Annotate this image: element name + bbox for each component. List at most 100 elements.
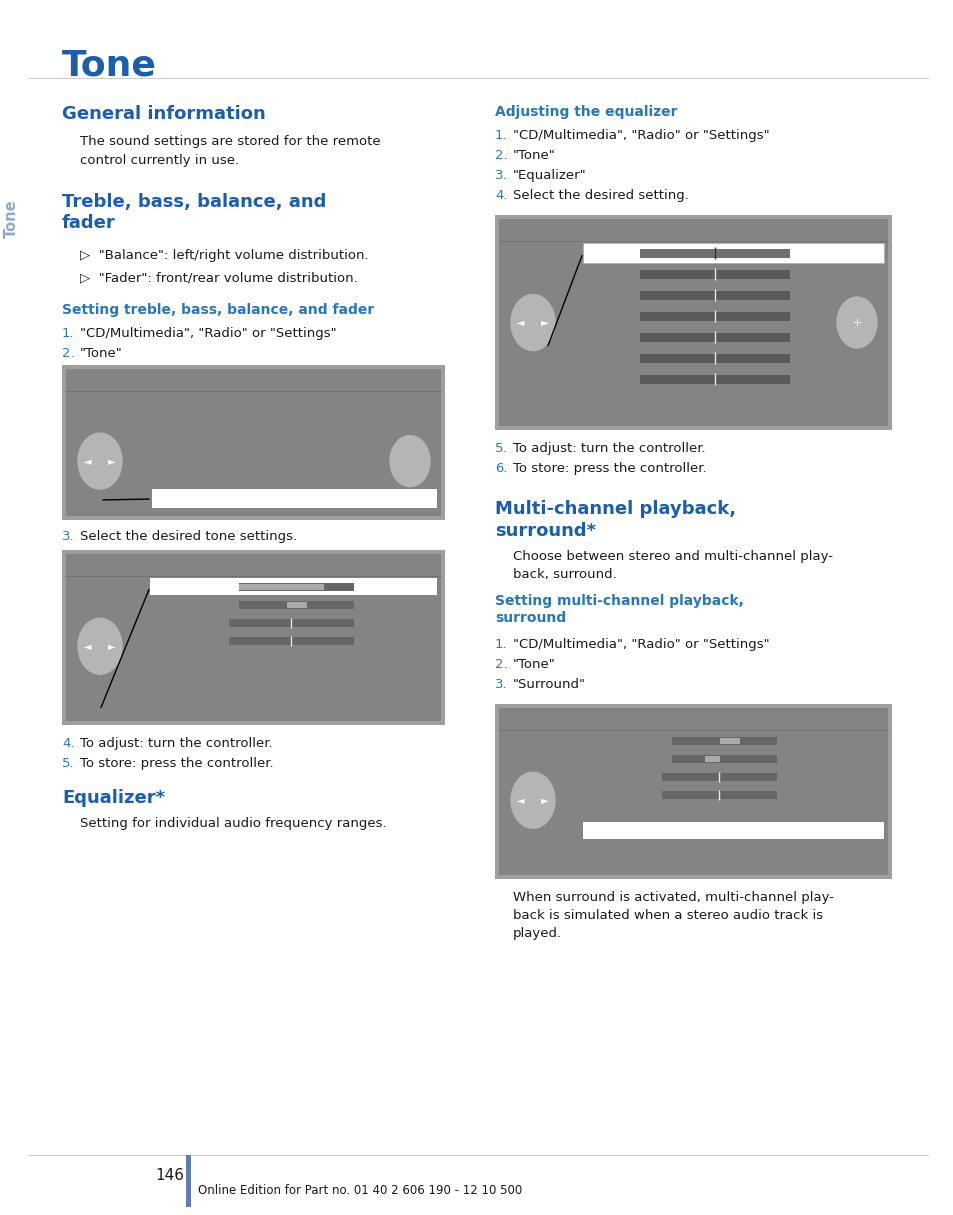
Text: Setting treble, bass, balance, and fader: Setting treble, bass, balance, and fader [62,303,374,317]
Bar [287,601,307,608]
Text: +: + [357,597,367,608]
Text: Choose between stereo and multi-channel play-
back, surround.: Choose between stereo and multi-channel … [513,550,832,581]
Text: "Surround": "Surround" [513,678,585,691]
Bar [498,219,887,241]
Text: −: − [625,307,635,318]
Text: 5.: 5. [495,442,507,454]
Text: Online Edition for Part no. 01 40 2 606 190 - 12 10 500: Online Edition for Part no. 01 40 2 606 … [198,1183,521,1197]
Text: Setting for individual audio frequency ranges.: Setting for individual audio frequency r… [80,816,386,830]
Text: Weather band: Weather band [192,473,275,486]
Text: "CD/Multimedia", "Radio" or "Settings": "CD/Multimedia", "Radio" or "Settings" [80,327,336,340]
Text: 2 kHz: 2 kHz [588,330,618,340]
Text: −: − [227,580,236,589]
Text: Balance: Balance [156,616,197,626]
Bar [639,333,789,341]
Text: ▷  "Fader": front/rear volume distribution.: ▷ "Fader": front/rear volume distributio… [80,271,357,284]
Text: ♥♥  Tone: ♥♥ Tone [506,711,556,720]
Bar [582,243,883,262]
Text: Treble, bass, balance, and
fader: Treble, bass, balance, and fader [62,193,326,232]
Text: ♥♥ Radio: ♥♥ Radio [74,372,125,382]
Circle shape [390,436,430,486]
Text: ◄: ◄ [517,317,524,328]
Text: "Tone": "Tone" [80,347,123,360]
Text: To adjust: turn the controller.: To adjust: turn the controller. [80,738,273,750]
Text: R: R [781,769,787,779]
Text: ▷  "Balance": left/right volume distribution.: ▷ "Balance": left/right volume distribut… [80,249,368,262]
Text: Tone: Tone [4,199,19,238]
Bar [671,755,776,763]
Text: +: + [797,371,806,382]
Text: 1.: 1. [495,638,507,651]
Bar [239,583,354,590]
Bar [66,554,440,576]
Bar [152,488,436,508]
Text: ◄: ◄ [84,642,91,651]
Bar [62,550,444,725]
Bar [239,584,324,590]
Text: General information: General information [62,104,266,123]
Text: −: − [625,266,635,276]
Text: ◄: ◄ [84,456,91,467]
Text: ✓  Surround: ✓ Surround [588,824,652,833]
Text: 2.: 2. [62,347,74,360]
Text: Bass: Bass [156,598,180,608]
Circle shape [511,773,555,829]
Text: 2.: 2. [495,659,507,671]
Text: R: R [781,787,787,797]
Text: 4.: 4. [495,190,507,202]
Text: 500 Hz: 500 Hz [588,288,624,298]
Text: ♥♥  Equalizer: ♥♥ Equalizer [506,222,579,232]
Bar [639,270,789,279]
Text: ♥♥  Tone: ♥♥ Tone [74,556,123,567]
Bar [66,369,440,391]
Text: Fader: Fader [156,634,185,644]
Text: To store: press the controller.: To store: press the controller. [80,757,274,770]
Bar [639,249,789,258]
Text: +: + [357,580,367,589]
Text: 3.: 3. [495,678,507,691]
Bar [186,1155,191,1206]
Text: "Tone": "Tone" [513,659,556,671]
Text: To store: press the controller.: To store: press the controller. [513,462,706,475]
Bar [498,708,887,875]
Text: −: − [625,245,635,255]
Text: +: + [797,245,806,255]
Text: −: − [625,287,635,296]
Bar [62,364,444,520]
Text: Bass: Bass [588,752,613,762]
Text: Adjusting the equalizer: Adjusting the equalizer [495,104,677,119]
Text: +: + [851,317,861,328]
Text: ✓  Tone: ✓ Tone [158,492,202,505]
Text: "CD/Multimedia", "Radio" or "Settings": "CD/Multimedia", "Radio" or "Settings" [513,129,769,142]
Text: "Equalizer": "Equalizer" [513,169,586,182]
Text: Fader: Fader [588,789,617,798]
Text: −: − [625,350,635,360]
Circle shape [78,433,122,490]
Text: 5.: 5. [62,757,74,770]
Text: 1 kHz: 1 kHz [588,309,618,320]
Text: Equalizer: Equalizer [156,652,204,662]
Circle shape [836,296,876,347]
Text: +: + [797,287,806,296]
Text: 10 kHz: 10 kHz [588,372,624,382]
Text: ✓  Surround: ✓ Surround [156,669,219,680]
Text: F: F [216,633,223,643]
Text: AM: AM [192,416,210,429]
Text: R: R [357,615,365,625]
Bar [582,823,883,840]
Text: ►: ► [108,642,115,651]
Text: +: + [797,329,806,339]
Text: Select the desired tone settings.: Select the desired tone settings. [80,530,296,543]
Text: 100 Hz: 100 Hz [588,245,624,256]
Text: −: − [625,371,635,382]
Text: To adjust: turn the controller.: To adjust: turn the controller. [513,442,705,454]
Circle shape [78,618,122,674]
Bar [66,554,440,720]
Bar [639,375,789,384]
Text: Presets: Presets [192,454,234,467]
Text: Treble: Treble [156,580,187,590]
Text: Treble: Treble [588,734,619,744]
Text: 5 kHz: 5 kHz [588,351,618,361]
Text: L: L [649,769,655,779]
Text: Tone: Tone [62,49,156,81]
